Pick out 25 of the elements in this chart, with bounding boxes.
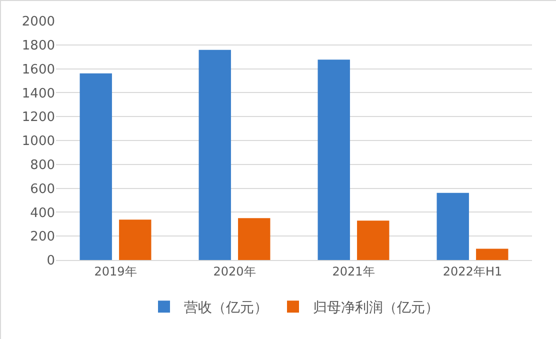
legend-label: 营收（亿元） bbox=[184, 300, 268, 316]
y-tick-label: 800 bbox=[30, 158, 55, 173]
y-tick-label: 1000 bbox=[22, 134, 55, 150]
bar bbox=[436, 192, 469, 260]
y-tick-label: 1200 bbox=[22, 110, 55, 126]
bar bbox=[238, 218, 270, 260]
bar bbox=[198, 50, 231, 260]
y-tick-label: 400 bbox=[30, 206, 55, 221]
bar bbox=[119, 220, 152, 260]
bar bbox=[80, 73, 112, 260]
bar bbox=[357, 220, 390, 260]
x-tick-label: 2021年 bbox=[332, 264, 375, 278]
legend-label: 归母净利润（亿元） bbox=[313, 300, 439, 316]
x-tick-label: 2022年H1 bbox=[442, 264, 502, 278]
y-tick-label: 1800 bbox=[22, 38, 55, 54]
y-tick-label: 1600 bbox=[22, 62, 55, 78]
y-tick-label: 1400 bbox=[22, 86, 55, 102]
x-tick-label: 2019年 bbox=[94, 264, 137, 278]
x-tick-label: 2020年 bbox=[213, 264, 256, 278]
bar bbox=[318, 60, 350, 260]
y-tick-label: 600 bbox=[30, 182, 55, 197]
bar bbox=[476, 248, 508, 260]
y-tick-label: 200 bbox=[30, 230, 55, 245]
y-tick-label: 2000 bbox=[22, 14, 55, 30]
y-tick-label: 0 bbox=[46, 254, 55, 269]
